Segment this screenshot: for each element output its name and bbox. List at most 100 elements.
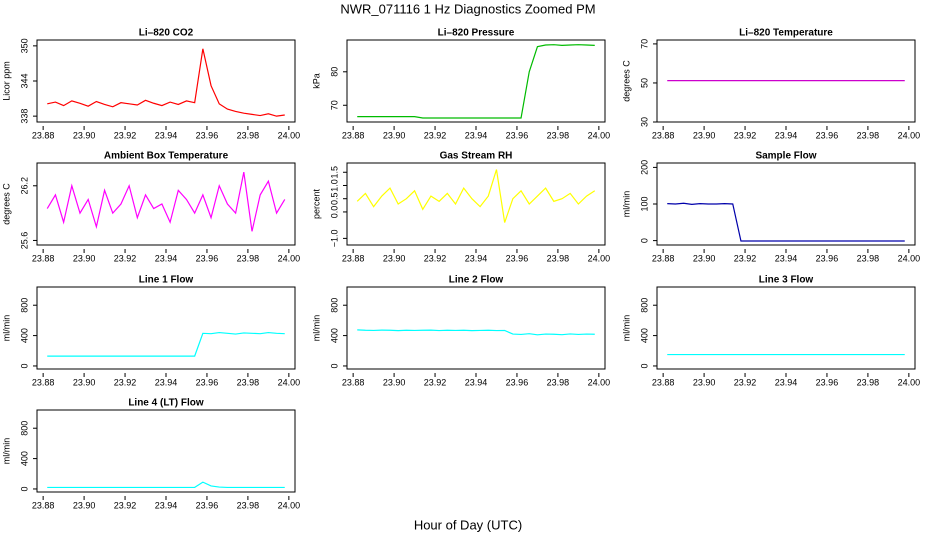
data-line (356, 169, 596, 223)
x-tick-label: 23.96 (816, 377, 839, 387)
x-tick-label: 24.00 (588, 377, 611, 387)
x-tick-label: 24.00 (278, 377, 301, 387)
plot-frame (36, 409, 296, 493)
x-tick-label: 23.92 (734, 130, 757, 140)
y-tick-label: 0.5 (329, 192, 339, 205)
y-tick-label: 0 (329, 363, 339, 368)
x-tick-label: 23.88 (342, 130, 365, 140)
x-tick-label: 23.94 (465, 377, 488, 387)
x-tick-label: 23.90 (383, 130, 406, 140)
x-tick-label: 23.96 (196, 253, 219, 263)
y-tick-label: 1.5 (329, 166, 339, 179)
x-tick-label: 23.98 (237, 377, 260, 387)
y-tick-label: 100 (639, 196, 649, 211)
x-tick-label: 23.90 (73, 130, 96, 140)
y-tick-label: 26.2 (19, 177, 29, 195)
data-line (357, 44, 595, 119)
panel-title: Gas Stream RH (440, 151, 513, 162)
y-tick-label: 344 (19, 73, 29, 88)
plot-frame (36, 39, 296, 123)
y-axis-label: kPa (311, 73, 321, 89)
x-tick-label: 23.94 (155, 377, 178, 387)
y-tick-label: 338 (19, 109, 29, 124)
x-tick-label: 23.94 (775, 130, 798, 140)
y-tick-label: 400 (639, 328, 649, 343)
panel-title: Line 2 Flow (449, 275, 504, 286)
x-tick-label: 23.96 (506, 130, 529, 140)
x-tick-label: 23.88 (32, 130, 55, 140)
figure-title: NWR_071116 1 Hz Diagnostics Zoomed PM (340, 1, 595, 16)
panel-title: Li–820 Pressure (438, 28, 515, 39)
panel-title: Li–820 Temperature (739, 28, 833, 39)
y-tick-label: 800 (19, 298, 29, 313)
x-tick-label: 23.96 (196, 500, 219, 510)
y-tick-label: 1.0 (329, 179, 339, 192)
x-tick-label: 24.00 (278, 500, 301, 510)
x-tick-label: 23.88 (652, 377, 675, 387)
plot-frame (656, 162, 916, 246)
panel-title: Li–820 CO2 (139, 28, 194, 39)
x-tick-label: 23.98 (237, 500, 260, 510)
y-tick-label: 400 (329, 328, 339, 343)
plot-frame (346, 39, 606, 123)
x-axis-label: Hour of Day (UTC) (414, 517, 522, 532)
x-tick-label: 24.00 (588, 130, 611, 140)
x-tick-label: 23.90 (383, 253, 406, 263)
panel-title: Line 4 (LT) Flow (128, 398, 204, 409)
y-tick-label: 0 (639, 238, 649, 243)
y-tick-label: 800 (19, 421, 29, 436)
x-tick-label: 23.88 (342, 253, 365, 263)
x-tick-label: 23.92 (424, 253, 447, 263)
x-tick-label: 23.90 (73, 377, 96, 387)
x-tick-label: 24.00 (278, 253, 301, 263)
plot-frame (656, 39, 916, 123)
y-tick-label: 25.6 (19, 232, 29, 250)
data-line (357, 329, 595, 336)
x-tick-label: 23.94 (155, 130, 178, 140)
x-tick-label: 23.92 (114, 377, 137, 387)
x-tick-label: 23.92 (114, 130, 137, 140)
x-tick-label: 23.94 (775, 377, 798, 387)
x-tick-label: 23.90 (383, 377, 406, 387)
x-tick-label: 23.94 (775, 253, 798, 263)
y-tick-label: 50 (639, 78, 649, 88)
plot-frame (346, 162, 606, 246)
y-tick-label: 400 (19, 328, 29, 343)
x-tick-label: 23.96 (196, 377, 219, 387)
x-tick-label: 23.98 (547, 253, 570, 263)
y-axis-label: ml/min (1, 438, 11, 465)
x-tick-label: 24.00 (898, 253, 921, 263)
y-tick-label: −1.0 (329, 229, 339, 247)
x-tick-label: 23.96 (196, 130, 219, 140)
x-tick-label: 23.90 (693, 377, 716, 387)
y-axis-label: Licor ppm (1, 61, 11, 101)
y-tick-label: 0.0 (329, 206, 339, 219)
y-tick-label: 200 (639, 160, 649, 175)
x-tick-label: 23.92 (114, 253, 137, 263)
plot-frame (36, 286, 296, 370)
y-tick-label: 70 (639, 39, 649, 49)
x-tick-label: 23.92 (734, 253, 757, 263)
y-tick-label: 0 (19, 363, 29, 368)
x-tick-label: 23.88 (652, 253, 675, 263)
y-tick-label: 30 (639, 117, 649, 127)
data-line (47, 331, 285, 357)
x-tick-label: 23.98 (237, 253, 260, 263)
x-tick-label: 23.98 (857, 377, 880, 387)
x-tick-label: 23.96 (506, 253, 529, 263)
x-tick-label: 23.98 (237, 130, 260, 140)
x-tick-label: 24.00 (898, 377, 921, 387)
y-axis-label: ml/min (621, 191, 631, 218)
x-tick-label: 23.94 (155, 253, 178, 263)
x-tick-label: 23.88 (342, 377, 365, 387)
panel-title: Line 1 Flow (139, 275, 194, 286)
y-tick-label: 350 (19, 38, 29, 53)
panel-title: Ambient Box Temperature (104, 151, 229, 162)
x-tick-label: 23.96 (816, 130, 839, 140)
x-tick-label: 23.90 (693, 130, 716, 140)
y-axis-label: ml/min (1, 315, 11, 342)
plot-frame (656, 286, 916, 370)
x-tick-label: 23.94 (155, 500, 178, 510)
x-tick-label: 23.90 (693, 253, 716, 263)
